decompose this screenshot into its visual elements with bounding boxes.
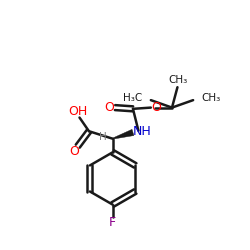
Text: F: F: [109, 216, 116, 229]
Text: O: O: [69, 145, 79, 158]
Polygon shape: [112, 129, 134, 139]
Text: CH₃: CH₃: [202, 93, 221, 103]
Text: OH: OH: [69, 105, 88, 118]
Text: O: O: [152, 101, 161, 114]
Text: H₃C: H₃C: [123, 93, 142, 103]
Text: O: O: [105, 101, 115, 114]
Text: H: H: [99, 132, 107, 142]
Text: CH₃: CH₃: [168, 75, 188, 85]
Text: NH: NH: [132, 125, 151, 138]
